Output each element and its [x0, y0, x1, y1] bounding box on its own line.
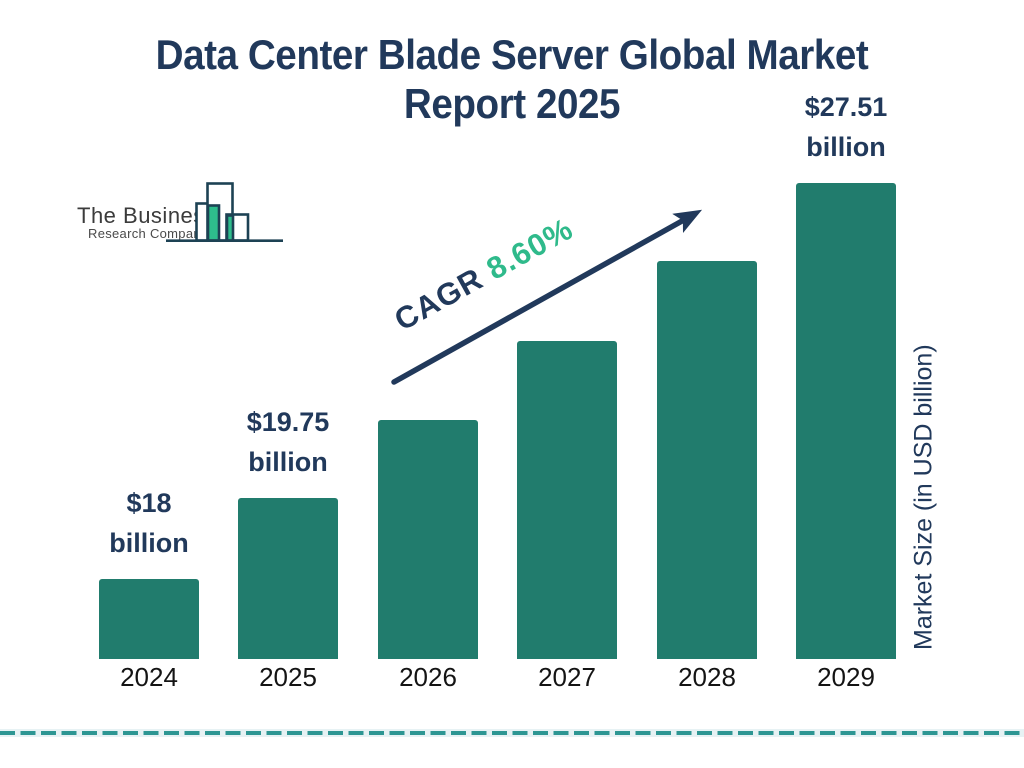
- company-logo: The Business Research Company: [77, 182, 283, 242]
- logo-text-line2: Research Company: [88, 226, 208, 241]
- value-label-line2: billion: [109, 528, 189, 558]
- bar-2025: [238, 498, 338, 659]
- x-axis-label-2026: 2026: [399, 662, 457, 692]
- value-label-2029: $27.51 billion: [774, 87, 918, 167]
- page-title-line2: Report 2025: [403, 80, 621, 127]
- bar-2026: [378, 420, 478, 659]
- logo-bars-icon: [166, 182, 283, 242]
- x-axis-label-2024: 2024: [120, 662, 178, 692]
- page-title: Data Center Blade Server Global Market R…: [41, 30, 983, 128]
- value-label-line1: $27.51: [804, 92, 888, 122]
- y-axis-label: Market Size (in USD billion): [909, 344, 938, 650]
- x-axis-label-2029: 2029: [817, 662, 875, 692]
- value-label-line2: billion: [248, 447, 328, 477]
- bar-2027: [517, 341, 617, 659]
- x-axis-label-2028: 2028: [678, 662, 736, 692]
- logo-text-line1: The Business: [77, 203, 216, 228]
- bar-2024: [99, 579, 199, 659]
- bar-2029: [796, 183, 896, 659]
- x-axis-label-2025: 2025: [259, 662, 317, 692]
- value-label-line1: $18: [126, 488, 172, 518]
- value-label-2025: $19.75 billion: [216, 402, 360, 482]
- bar-2028: [657, 261, 757, 659]
- page-title-line1: Data Center Blade Server Global Market: [155, 31, 869, 78]
- x-axis-label-2027: 2027: [538, 662, 596, 692]
- value-label-line2: billion: [806, 132, 886, 162]
- value-label-line1: $19.75: [246, 407, 330, 437]
- value-label-2024: $18 billion: [77, 483, 221, 563]
- bottom-dashed-line: [0, 731, 1024, 735]
